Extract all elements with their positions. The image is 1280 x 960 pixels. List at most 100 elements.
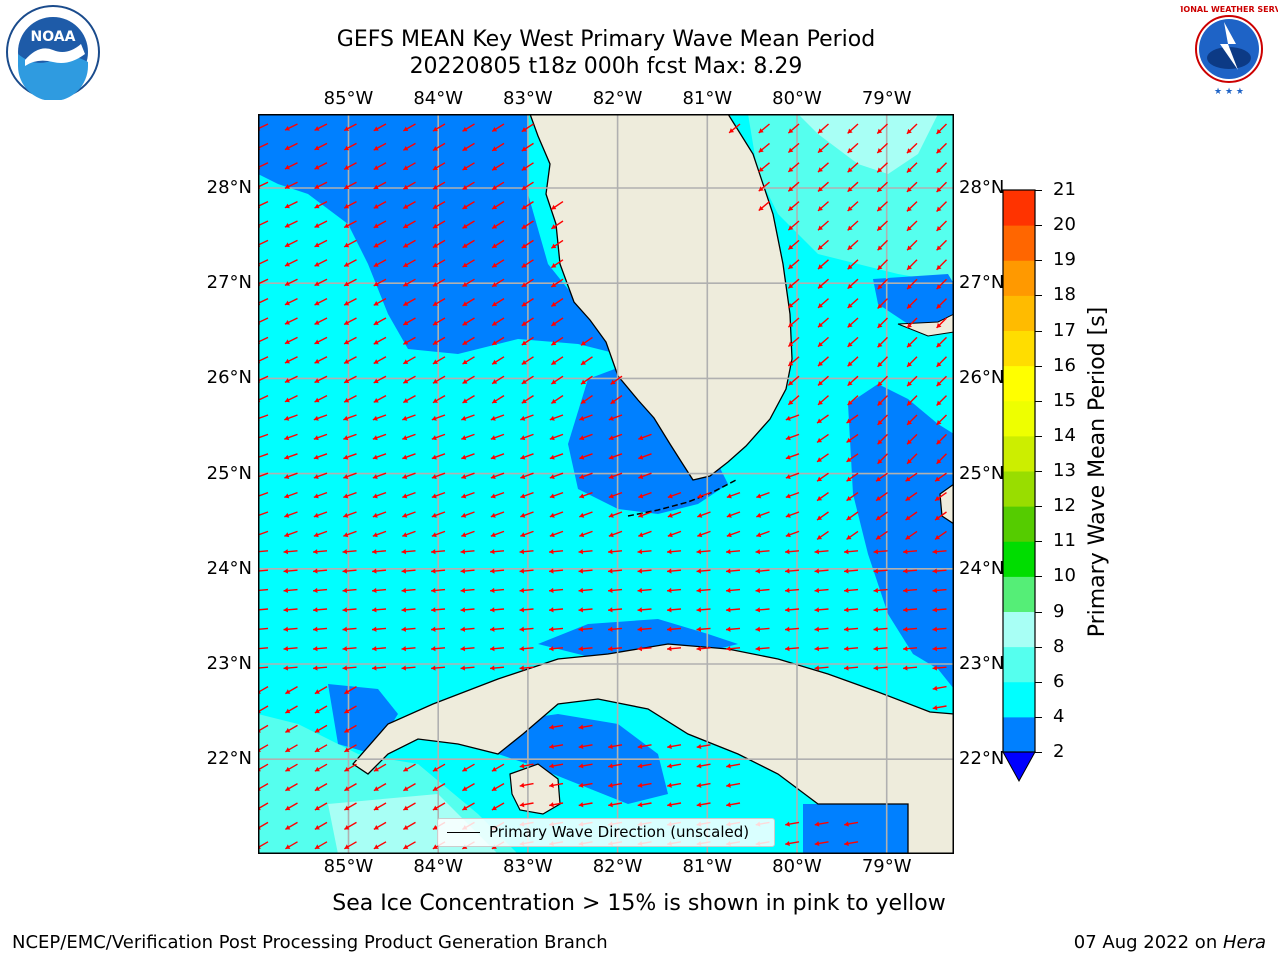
wave-direction-arrow — [932, 685, 947, 691]
wave-direction-arrow — [285, 821, 298, 831]
wave-direction-arrow — [284, 453, 298, 460]
wave-direction-arrow — [432, 162, 446, 171]
wave-direction-arrow — [696, 743, 711, 750]
wave-direction-arrow — [371, 587, 387, 594]
wave-direction-arrow — [521, 278, 534, 288]
wave-direction-arrow — [402, 414, 416, 421]
wave-direction-arrow — [637, 626, 652, 632]
lat-label-right: 23°N — [959, 653, 1005, 674]
wave-direction-arrow — [814, 587, 829, 594]
wave-direction-arrow — [902, 626, 918, 632]
wave-direction-arrow — [936, 220, 947, 232]
colorbar-segment — [1003, 365, 1035, 402]
wave-direction-arrow — [906, 375, 918, 387]
wave-direction-arrow — [610, 375, 623, 385]
wave-direction-arrow — [608, 782, 623, 788]
wave-direction-arrow — [314, 356, 328, 364]
wave-direction-arrow — [314, 336, 328, 345]
wave-direction-arrow — [755, 549, 770, 555]
wave-direction-arrow — [579, 453, 593, 460]
wave-direction-arrow — [373, 278, 387, 287]
wave-direction-arrow — [372, 433, 387, 441]
wave-direction-arrow — [787, 239, 800, 251]
wave-direction-arrow — [432, 181, 446, 190]
wave-direction-arrow — [608, 453, 623, 460]
wave-direction-arrow — [638, 453, 652, 460]
colorbar-segment — [1003, 471, 1035, 507]
wave-direction-arrow — [578, 802, 593, 808]
wave-direction-arrow — [284, 239, 298, 248]
colorbar-segment — [1003, 190, 1035, 226]
wave-direction-arrow — [787, 259, 800, 270]
colorbar-tick-mark — [1035, 681, 1042, 683]
wave-direction-arrow — [312, 626, 328, 632]
wave-direction-arrow — [843, 607, 859, 613]
wave-direction-arrow — [343, 220, 357, 229]
wave-direction-arrow — [371, 568, 387, 574]
wave-direction-arrow — [549, 453, 564, 460]
wave-direction-arrow — [490, 511, 505, 518]
wave-direction-arrow — [373, 123, 387, 132]
wave-direction-arrow — [283, 646, 298, 652]
period-zone-8-9-east — [798, 114, 938, 174]
wave-direction-arrow — [344, 724, 357, 734]
wave-direction-arrow — [667, 511, 682, 518]
wave-direction-arrow — [462, 802, 475, 811]
wave-direction-arrow — [846, 511, 859, 521]
wave-direction-arrow — [814, 549, 829, 555]
wave-direction-arrow — [549, 763, 564, 769]
wave-direction-arrow — [817, 395, 829, 406]
lat-label-right: 27°N — [959, 272, 1005, 294]
wave-direction-arrow — [519, 646, 534, 652]
wave-direction-arrow — [343, 453, 357, 460]
wave-direction-arrow — [847, 142, 859, 154]
wave-direction-arrow — [697, 530, 711, 538]
wave-direction-arrow — [343, 511, 357, 518]
wave-direction-arrow — [847, 375, 859, 387]
wave-direction-arrow — [314, 375, 328, 384]
wave-direction-arrow — [403, 763, 416, 772]
wave-direction-arrow — [462, 356, 475, 365]
wave-direction-arrow — [936, 201, 947, 212]
isle-of-youth — [509, 763, 561, 815]
wave-direction-arrow — [607, 549, 623, 555]
wave-direction-arrow — [875, 472, 888, 482]
wave-direction-arrow — [725, 549, 741, 555]
wave-direction-arrow — [521, 181, 534, 191]
wave-direction-arrow — [902, 607, 918, 613]
wave-direction-arrow — [402, 123, 416, 132]
wave-direction-arrow — [343, 375, 357, 384]
wave-direction-arrow — [607, 607, 623, 613]
wave-direction-arrow — [283, 587, 298, 594]
wave-direction-arrow — [430, 607, 446, 613]
wave-direction-arrow — [432, 200, 446, 210]
wave-direction-arrow — [343, 162, 357, 170]
wave-direction-arrow — [728, 123, 741, 134]
lon-label-bottom: 80°W — [772, 856, 822, 877]
wave-direction-arrow — [403, 841, 416, 850]
wave-direction-arrow — [402, 336, 416, 345]
wave-direction-arrow — [725, 587, 741, 594]
wave-direction-arrow — [905, 472, 918, 482]
wave-direction-arrow — [696, 568, 711, 574]
wave-direction-arrow — [847, 239, 859, 251]
lat-label-right: 22°N — [959, 748, 1005, 770]
wave-direction-arrow — [936, 414, 947, 426]
wave-direction-arrow — [402, 453, 416, 460]
colorbar-tick-mark — [1035, 716, 1042, 718]
wave-direction-arrow — [549, 414, 564, 421]
wave-direction-arrow — [343, 491, 357, 499]
wave-direction-arrow — [549, 743, 564, 750]
wave-direction-arrow — [314, 802, 328, 811]
wave-direction-arrow — [932, 587, 947, 594]
wave-direction-arrow — [432, 317, 446, 326]
wave-direction-arrow — [579, 530, 593, 538]
credit-date-text: 07 Aug 2022 on — [1073, 932, 1223, 953]
wave-direction-arrow — [489, 568, 505, 574]
wave-direction-arrow — [816, 414, 829, 424]
wave-direction-arrow — [550, 239, 564, 249]
wave-direction-arrow — [373, 782, 387, 792]
period-zone-2-4-bahamas — [848, 384, 954, 689]
wave-direction-arrow — [462, 763, 475, 772]
wave-direction-arrow — [490, 491, 505, 499]
